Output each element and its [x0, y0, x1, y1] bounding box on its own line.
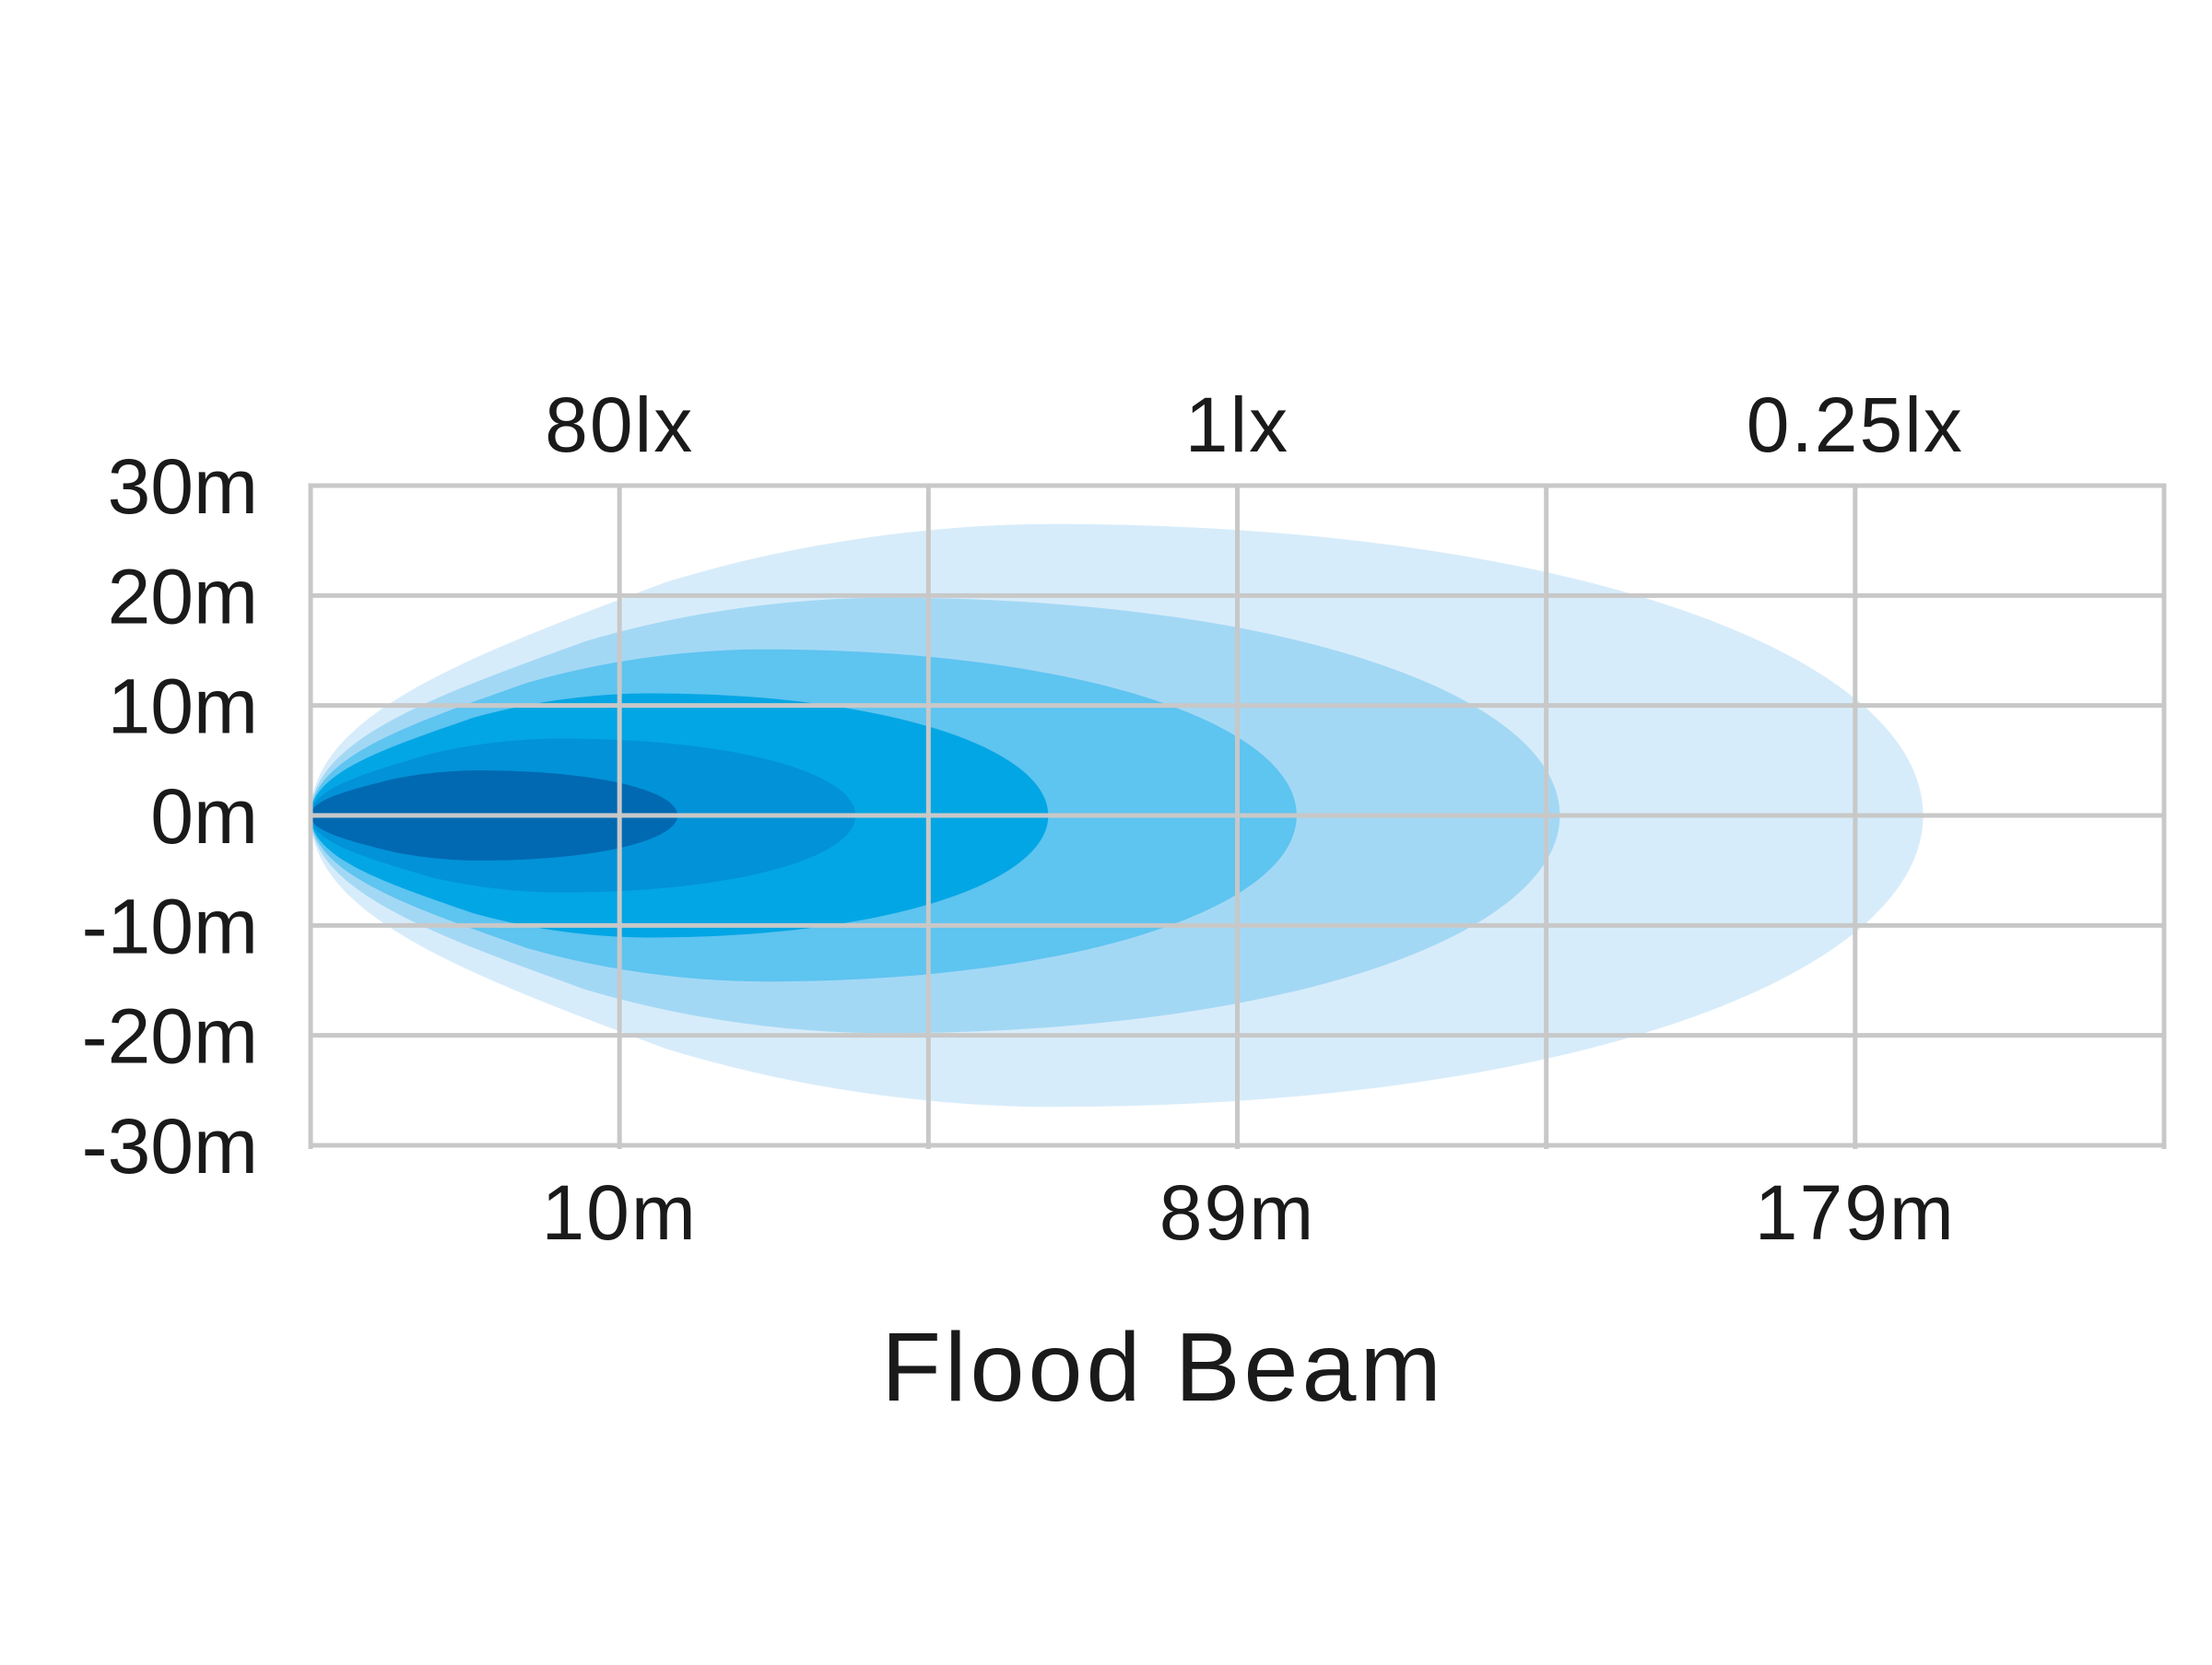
y-axis-labels: 30m 20m 10m 0m -10m -20m -30m	[82, 443, 258, 1190]
y-tick-label-0m: 0m	[150, 773, 258, 860]
y-tick-label-30m: -30m	[82, 1103, 258, 1190]
x-tick-label-179m: 179m	[1755, 1169, 1956, 1256]
chart-title: Flood Beam	[881, 1313, 1445, 1422]
y-tick-label-20m: 20m	[108, 553, 258, 639]
x-tick-label-10m: 10m	[541, 1169, 697, 1256]
lux-label-1lx: 1lx	[1185, 381, 1289, 468]
x-tick-label-89m: 89m	[1159, 1169, 1315, 1256]
lux-labels: 80lx 1lx 0.25lx	[545, 381, 1964, 468]
y-tick-label-10m: 10m	[108, 663, 258, 750]
lux-label-0-25lx: 0.25lx	[1747, 381, 1964, 468]
y-tick-label-20m: -20m	[82, 993, 258, 1080]
y-tick-label-30m: 30m	[108, 443, 258, 530]
x-axis-labels: 10m 89m 179m	[541, 1169, 1956, 1256]
lux-label-80lx: 80lx	[545, 381, 694, 468]
grid	[308, 483, 2167, 1149]
y-tick-label-10m: -10m	[82, 883, 258, 969]
